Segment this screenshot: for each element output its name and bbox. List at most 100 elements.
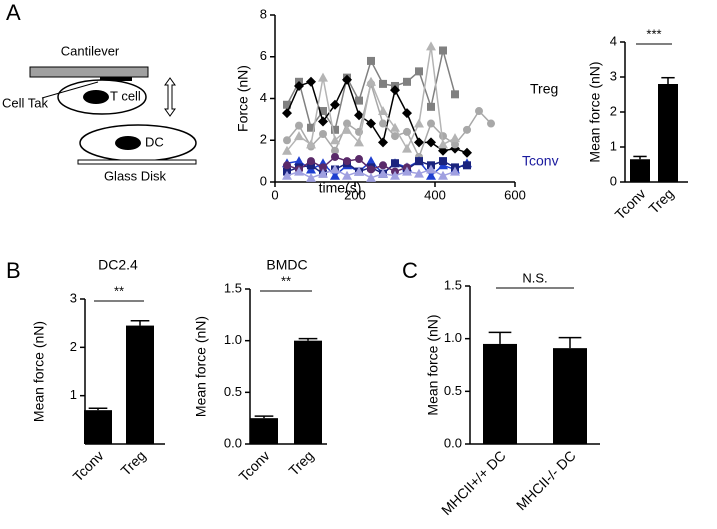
marker: [378, 106, 388, 116]
marker: [427, 102, 435, 111]
y-tick-label: 4: [610, 33, 617, 48]
x-tick-label: 200: [344, 187, 366, 202]
marker: [282, 145, 292, 155]
marker: [306, 76, 316, 87]
marker: [403, 127, 411, 136]
marker: [390, 85, 400, 96]
marker: [450, 133, 460, 143]
bar: [630, 159, 650, 182]
marker: [283, 100, 291, 109]
double-arrow: [164, 77, 176, 117]
panel-label: A: [6, 0, 21, 25]
marker: [462, 147, 472, 158]
y-tick-label: 2: [70, 339, 77, 354]
x-tick-label: Tconv: [612, 185, 649, 222]
marker: [330, 170, 340, 180]
glass-disk: [77, 159, 197, 165]
y-tick-label: 2: [260, 132, 267, 147]
marker: [403, 77, 411, 86]
marker: [354, 110, 364, 121]
marker: [294, 80, 304, 91]
marker: [354, 166, 364, 176]
marker: [307, 157, 315, 166]
marker: [427, 119, 435, 128]
y-tick-label: 0: [610, 173, 617, 188]
y-tick-label: 1.5: [224, 280, 242, 295]
marker: [330, 164, 340, 174]
marker: [379, 119, 387, 128]
x-tick-label: MHCII-/- DC: [513, 447, 579, 513]
bar: [658, 84, 678, 182]
marker: [390, 122, 400, 132]
y-tick-label: 0: [260, 173, 267, 188]
y-tick-label: 1.5: [444, 277, 462, 292]
marker: [426, 170, 436, 180]
y-tick-label: 3: [70, 290, 77, 305]
y-tick-label: 0.5: [224, 384, 242, 399]
marker: [355, 96, 363, 105]
marker: [283, 136, 291, 145]
marker: [294, 156, 304, 166]
cantilever: [29, 66, 149, 78]
cell-tak: [100, 77, 132, 81]
marker: [294, 166, 304, 176]
marker: [391, 132, 399, 141]
marker: [391, 159, 399, 168]
marker: [342, 124, 352, 134]
marker: [439, 46, 447, 55]
marker: [426, 41, 436, 51]
marker: [355, 155, 363, 164]
panel-label: B: [6, 258, 21, 283]
x-tick-label: Tconv: [70, 447, 107, 484]
marker: [343, 119, 351, 128]
marker: [451, 90, 459, 99]
y-axis-label: Mean force (nN): [193, 316, 209, 417]
chart-title: DC2.4: [98, 257, 138, 273]
y-tick-label: 1.0: [444, 330, 462, 345]
bar: [126, 325, 154, 444]
nucleus: [83, 90, 109, 104]
y-tick-label: 0.0: [444, 435, 462, 450]
marker: [451, 140, 459, 149]
marker: [318, 72, 328, 82]
marker: [378, 168, 388, 178]
marker: [402, 143, 412, 153]
marker: [415, 157, 423, 166]
marker: [319, 129, 327, 138]
x-tick-label: 0: [271, 187, 278, 202]
marker: [318, 116, 328, 127]
marker: [426, 137, 436, 148]
marker: [330, 99, 340, 110]
x-tick-label: Tconv: [236, 447, 273, 484]
label: Cell Tak: [2, 95, 49, 110]
marker: [402, 108, 412, 119]
series-line: [286, 77, 468, 154]
marker: [319, 163, 327, 172]
significance: ***: [646, 26, 661, 41]
x-tick-label: 600: [504, 187, 526, 202]
y-tick-label: 1: [610, 138, 617, 153]
marker: [354, 137, 364, 147]
bar: [84, 410, 112, 444]
marker: [331, 152, 339, 161]
marker: [414, 168, 424, 178]
marker: [294, 131, 304, 141]
significance: **: [281, 273, 291, 288]
y-tick-label: 0.5: [444, 383, 462, 398]
marker: [343, 157, 351, 166]
marker: [463, 161, 471, 170]
y-tick-label: 4: [260, 90, 267, 105]
marker: [438, 170, 448, 180]
y-tick-label: 3: [610, 68, 617, 83]
marker: [366, 156, 376, 166]
y-axis-label: Force (nN): [235, 65, 251, 132]
annotation: Tconv: [522, 153, 559, 169]
marker: [402, 166, 412, 176]
marker: [366, 118, 376, 129]
label: Cantilever: [61, 43, 120, 58]
marker: [306, 172, 316, 182]
marker: [487, 119, 495, 128]
x-tick-label: Treg: [645, 185, 676, 216]
marker: [307, 161, 315, 170]
series-line: [286, 160, 468, 175]
